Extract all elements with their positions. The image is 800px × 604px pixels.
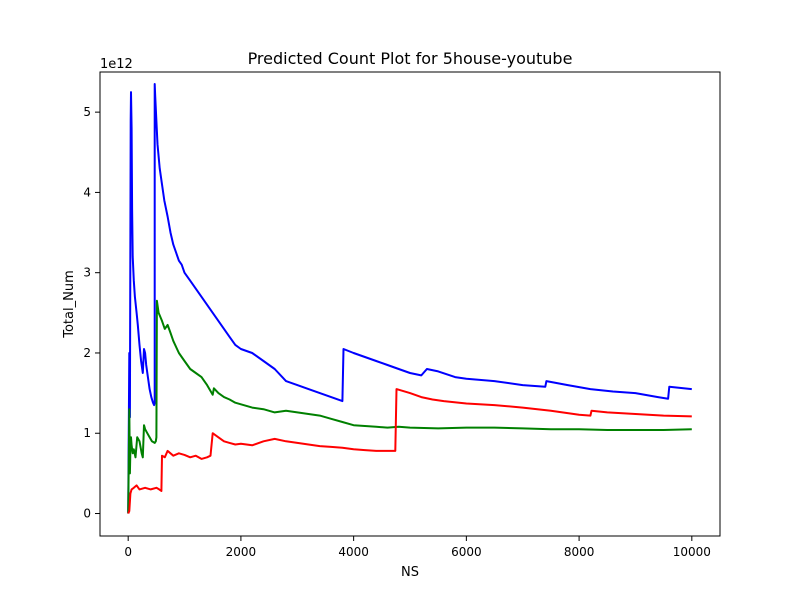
x-tick-label: 8000 <box>564 545 595 559</box>
chart-title: Predicted Count Plot for 5house-youtube <box>248 49 573 68</box>
series-layer <box>127 83 692 514</box>
y-axis-offset-text: 1e12 <box>100 57 133 72</box>
tick-layer: 0 2000 4000 6000 8000 10000 0 1 2 3 4 5 <box>83 105 711 559</box>
x-tick-label: 6000 <box>451 545 482 559</box>
x-tick-label: 4000 <box>338 545 369 559</box>
x-tick-label: 2000 <box>226 545 257 559</box>
y-axis-label: Total_Num <box>62 270 77 339</box>
y-tick-label: 5 <box>83 105 91 119</box>
plot-area-frame <box>99 71 721 537</box>
x-tick-label: 0 <box>124 545 132 559</box>
series-line-2 <box>127 299 692 514</box>
y-tick-label: 3 <box>83 266 91 280</box>
y-tick-label: 4 <box>83 185 91 199</box>
x-tick-label: 10000 <box>673 545 711 559</box>
x-axis-label: NS <box>401 565 419 580</box>
y-tick-label: 2 <box>83 346 91 360</box>
y-tick-label: 1 <box>83 426 91 440</box>
y-tick-label: 0 <box>83 507 91 521</box>
series-line-1 <box>127 83 692 514</box>
series-line-3 <box>127 388 692 514</box>
